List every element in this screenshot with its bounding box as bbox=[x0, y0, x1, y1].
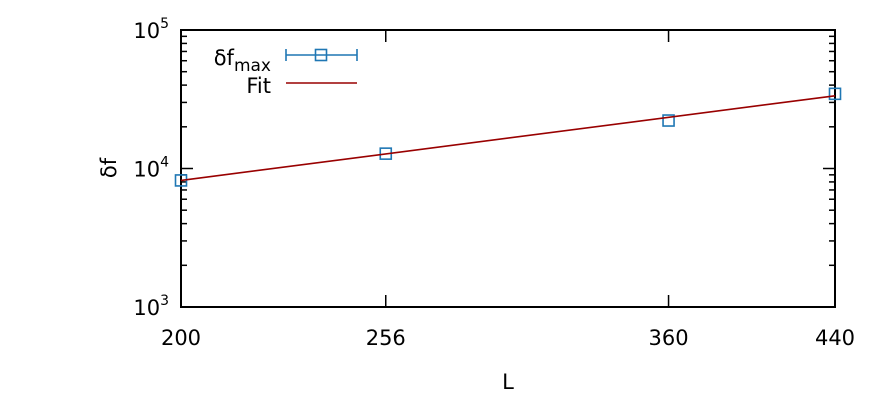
y-tick-exp: 5 bbox=[160, 16, 169, 32]
fit-line bbox=[180, 94, 836, 182]
legend-label: Fit bbox=[246, 74, 271, 98]
legend-name: Fit bbox=[246, 74, 271, 98]
x-tick-label: 200 bbox=[161, 326, 201, 350]
legend-marker bbox=[314, 48, 328, 62]
x-tick-label: 440 bbox=[815, 326, 855, 350]
y-tick-label: 105 bbox=[133, 16, 169, 43]
y-axis-label: δf bbox=[97, 157, 121, 178]
y-tick-base: 10 bbox=[133, 296, 160, 320]
y-tick-exp: 4 bbox=[160, 155, 169, 171]
x-tick-label: 256 bbox=[366, 326, 406, 350]
y-tick-label: 104 bbox=[133, 155, 169, 182]
y-tick-label: 103 bbox=[133, 293, 169, 320]
data-point bbox=[828, 87, 842, 101]
data-point bbox=[662, 114, 675, 127]
x-axis-label: L bbox=[502, 370, 514, 394]
x-tick-label: 360 bbox=[649, 326, 689, 350]
plot-frame bbox=[180, 29, 836, 308]
legend-label: δfmax bbox=[214, 46, 271, 76]
y-tick-base: 10 bbox=[133, 19, 160, 43]
y-tick-base: 10 bbox=[133, 158, 160, 182]
legend-name: δf bbox=[214, 46, 235, 70]
legend-name-sub: max bbox=[234, 56, 271, 76]
y-tick-exp: 3 bbox=[160, 293, 169, 309]
